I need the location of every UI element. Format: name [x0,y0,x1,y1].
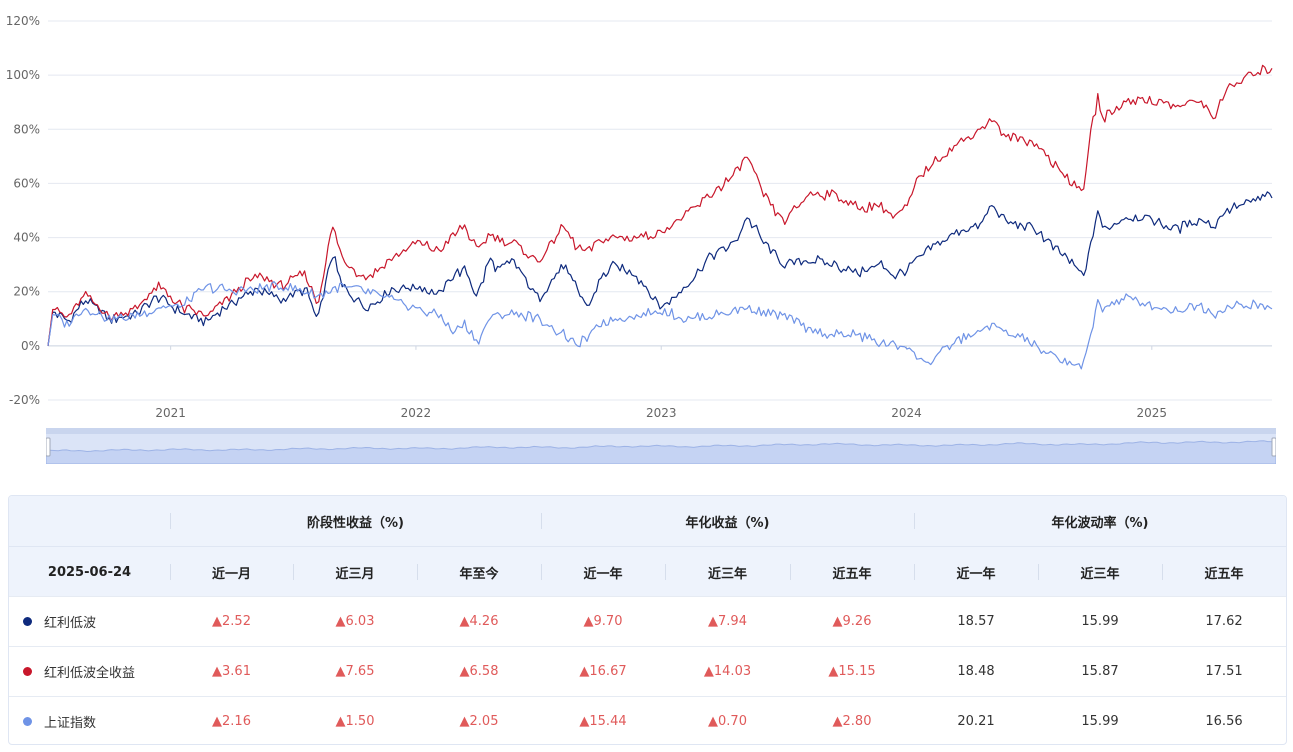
table-cell: ▲6.58 [459,664,499,679]
column-header: 近一年 [583,566,623,582]
series-line-0 [47,191,1273,346]
table-row: 红利低波 ▲2.52 ▲6.03 ▲4.26 ▲9.70 ▲7.94 ▲9.26 18.57 1… [9,596,1286,646]
table-row: 红利低波全收益 ▲3.61 ▲7.65 ▲6.58 ▲16.67 ▲14.03 ▲15.15… [9,646,1286,696]
series-dot-icon [23,617,32,626]
table-cell: 15.99 [1081,714,1119,729]
column-header: 近一月 [211,566,251,582]
group-header-annual-return: 年化收益（%) [685,515,770,531]
navigator-area [46,440,1276,464]
x-tick-label: 2024 [891,406,922,420]
group-header-period-return: 阶段性收益（%) [307,515,404,531]
y-tick-label: 120% [6,14,40,28]
table-cell: ▲15.44 [579,714,627,729]
table-cell: 17.62 [1205,614,1243,629]
row-label: 红利低波 [44,616,97,631]
divider [790,564,791,580]
table-cell: 20.21 [957,714,995,729]
table-cell: ▲4.26 [459,614,499,629]
x-tick-label: 2022 [401,406,432,420]
table-cell: ▲2.80 [832,714,872,729]
row-label: 红利低波全收益 [44,666,136,681]
y-tick-label: 20% [13,285,40,299]
divider [1038,564,1039,580]
table-cell: 15.87 [1081,664,1119,679]
column-header: 近三年 [707,566,747,582]
performance-table: 阶段性收益（%) 年化收益（%) 年化波动率（%) 2025-06-24 近一月… [8,495,1287,745]
divider [170,513,171,529]
y-tick-label: 60% [13,176,40,190]
y-tick-label: 40% [13,231,40,245]
divider [170,564,171,580]
date-label: 2025-06-24 [47,564,132,580]
series-dot-icon [23,717,32,726]
divider [1162,564,1163,580]
column-header: 近三月 [335,566,375,582]
table-cell: 18.48 [957,664,995,679]
y-tick-label: -20% [9,393,40,407]
navigator-right-handle[interactable] [1271,437,1276,457]
table-cell: 18.57 [957,614,995,629]
table-cell: ▲9.26 [832,614,872,629]
table-cell: ▲0.70 [708,714,747,729]
series-line-1 [47,64,1273,346]
divider [665,564,666,580]
row-name: 上证指数 [23,697,97,744]
column-header: 近五年 [832,566,872,582]
table-row: 上证指数 ▲2.16 ▲1.50 ▲2.05 ▲15.44 ▲0.70 ▲2.80 20.21… [9,696,1286,744]
series-line-2 [47,281,1273,370]
table-cell: ▲9.70 [583,614,623,629]
table-cell: 16.56 [1205,714,1243,729]
table-cell: ▲6.03 [335,614,375,629]
table-cell: 15.99 [1081,614,1119,629]
x-tick-label: 2023 [646,406,677,420]
table-cell: ▲2.16 [212,714,251,729]
divider [541,513,542,529]
navigator-top-bar [46,428,1276,434]
table-cell: ▲3.61 [212,664,251,679]
y-tick-label: 100% [6,68,40,82]
divider [293,564,294,580]
table-column-header: 2025-06-24 近一月 近三月 年至今 近一年 近三年 近五年 近一年 近… [9,546,1286,597]
column-header: 近三年 [1080,566,1120,582]
group-header-annual-volatility: 年化波动率（%) [1051,515,1149,531]
x-tick-label: 2021 [155,406,186,420]
column-header: 近一年 [956,566,996,582]
table-cell: ▲7.94 [708,614,747,629]
table-group-header: 阶段性收益（%) 年化收益（%) 年化波动率（%) [9,496,1286,546]
navigator-left-handle[interactable] [46,437,51,457]
divider [914,564,915,580]
table-cell: ▲16.67 [579,664,627,679]
table-cell: ▲2.05 [459,714,499,729]
table-cell: ▲1.50 [335,714,375,729]
table-cell: 17.51 [1205,664,1243,679]
table-cell: ▲7.65 [335,664,375,679]
row-name: 红利低波 [23,597,96,646]
table-cell: ▲14.03 [703,664,752,679]
column-header: 近五年 [1204,566,1244,582]
table-cell: ▲2.52 [212,614,251,629]
divider [417,564,418,580]
series-dot-icon [23,667,32,676]
y-tick-label: 80% [13,122,40,136]
row-label: 上证指数 [44,716,97,731]
column-header: 年至今 [459,566,499,582]
row-name: 红利低波全收益 [23,647,135,696]
performance-line-chart: 120% 100% 80% 60% 40% 20% 0% -20% 2021 2022 2023 20… [6,14,1273,420]
y-tick-label: 0% [21,339,40,353]
divider [541,564,542,580]
x-tick-label: 2025 [1137,406,1168,420]
divider [914,513,915,529]
range-navigator[interactable] [46,428,1276,464]
table-cell: ▲15.15 [828,664,876,679]
